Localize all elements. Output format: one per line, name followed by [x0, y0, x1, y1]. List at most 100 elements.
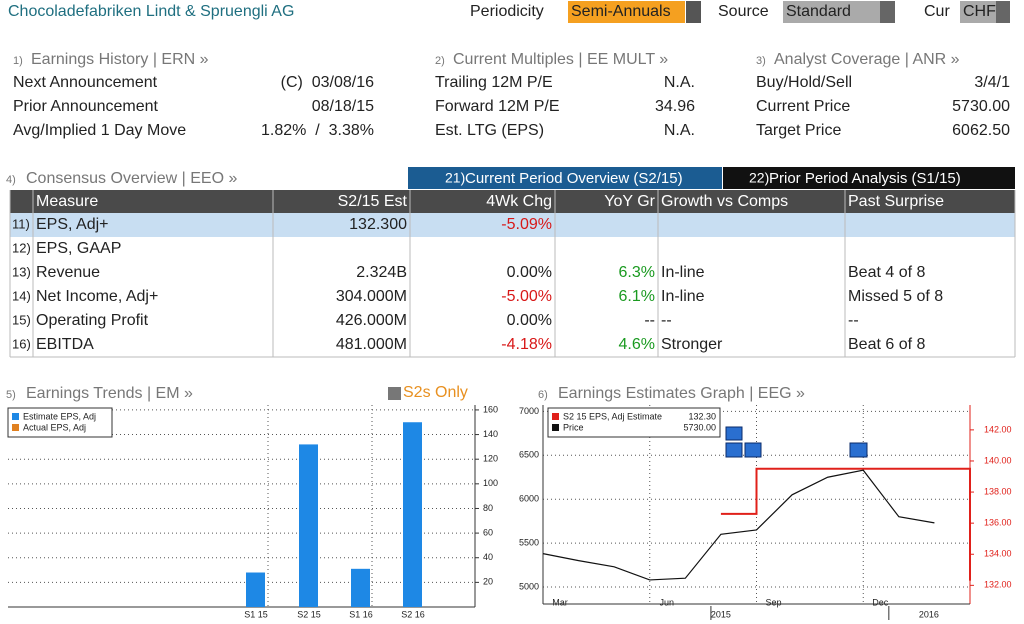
dropdown[interactable]: [686, 1, 701, 23]
table-cell: 6.1%: [619, 288, 655, 305]
y-tick-label: 7000: [519, 406, 539, 416]
field-label: Next Announcement: [13, 74, 158, 91]
panel-title: Analyst Coverage | ANR »: [774, 51, 960, 68]
table-cell: 304.000M: [336, 288, 407, 305]
column-header: 4Wk Chg: [486, 193, 552, 210]
legend-label: Actual EPS, Adj: [23, 422, 86, 432]
y-tick-label: 40: [483, 552, 493, 562]
table-cell: Beat 6 of 8: [848, 336, 925, 353]
section-number: 4): [6, 174, 16, 186]
field-value: N.A.: [664, 74, 695, 91]
chart-number: 5): [6, 389, 16, 401]
field-value: N.A.: [664, 122, 695, 139]
tab-label: Current Period Overview (S2/15): [465, 170, 683, 187]
legend-swatch: [552, 424, 559, 431]
table-cell: Stronger: [661, 336, 723, 353]
field-label: Trailing 12M P/E: [435, 74, 553, 91]
table-cell: Beat 4 of 8: [848, 264, 925, 281]
column-header: S2/15 Est: [338, 193, 408, 210]
table-cell: Revenue: [36, 264, 100, 281]
event-markers[interactable]: [725, 426, 868, 458]
field-value: 3/4/1: [974, 74, 1010, 91]
tab-label: Prior Period Analysis (S1/15): [769, 170, 961, 187]
y-tick-label: 120: [483, 454, 498, 464]
panel-number: 2): [435, 55, 445, 67]
periodicity-box[interactable]: [568, 1, 685, 23]
event-marker[interactable]: [725, 442, 743, 458]
panel-title: Current Multiples | EE MULT »: [453, 51, 668, 68]
row-number: 13): [12, 264, 31, 279]
table-cell: 2.324B: [356, 264, 407, 281]
table-cell: -5.00%: [501, 288, 552, 305]
table-header: [10, 190, 1015, 213]
table-cell: Missed 5 of 8: [848, 288, 943, 305]
bar: [246, 572, 265, 607]
legend-swatch: [552, 413, 559, 420]
cur-label: Cur: [924, 3, 950, 20]
tab-number: 21): [445, 170, 465, 186]
x-tick-label: S1 16: [349, 609, 373, 619]
table-cell: 0.00%: [507, 264, 552, 281]
tab[interactable]: [723, 167, 1015, 189]
column-header: Measure: [36, 193, 98, 210]
cur-box[interactable]: [960, 1, 996, 23]
badge-icon[interactable]: [388, 387, 401, 400]
source-box[interactable]: [783, 1, 880, 23]
x-tick-label: S1 15: [244, 609, 268, 619]
legend-value: 132.30: [688, 411, 716, 421]
event-marker[interactable]: [849, 442, 868, 458]
row-number: 16): [12, 336, 31, 351]
legend-value: 5730.00: [683, 422, 716, 432]
dropdown[interactable]: [996, 1, 1010, 23]
y-tick-label: 80: [483, 503, 493, 513]
y2-tick-label: 132.00: [984, 580, 1012, 590]
year-label: 2016: [919, 609, 939, 619]
series-line: [720, 467, 971, 581]
bar: [299, 444, 318, 607]
event-marker[interactable]: [725, 426, 743, 441]
field-label: Est. LTG (EPS): [435, 122, 544, 139]
legend-box: [7, 407, 113, 438]
field-label: Target Price: [756, 122, 841, 139]
legend-swatch: [12, 424, 19, 431]
event-marker[interactable]: [744, 442, 762, 458]
y-tick-label: 6500: [519, 450, 539, 460]
chart-title: Earnings Estimates Graph | EEG »: [558, 385, 805, 402]
cur-value: CHF: [963, 3, 996, 20]
selected-row: [10, 213, 1015, 237]
table-cell: --: [848, 312, 859, 329]
field-label: Buy/Hold/Sell: [756, 74, 852, 91]
field-value: (C) 03/08/16: [281, 74, 374, 91]
table-cell: Net Income, Adj+: [36, 288, 158, 305]
row-number: 11): [12, 216, 30, 231]
table-cell: -5.09%: [501, 216, 552, 233]
field-value: 5730.00: [952, 98, 1010, 115]
source-value: Standard: [786, 3, 851, 20]
field-label: Prior Announcement: [13, 98, 159, 115]
field-label: Current Price: [756, 98, 850, 115]
table-cell: Operating Profit: [36, 312, 149, 329]
panel-title: Earnings History | ERN »: [31, 51, 209, 68]
row-number: 12): [12, 240, 31, 255]
field-value: 1.82% / 3.38%: [261, 122, 374, 139]
y2-tick-label: 136.00: [984, 518, 1012, 528]
legend-box: [547, 407, 721, 438]
y-tick-label: 5000: [519, 581, 539, 591]
table-cell: 132.300: [349, 216, 407, 233]
section-title: Consensus Overview | EEO »: [26, 170, 237, 187]
x-tick-label: Sep: [765, 597, 781, 607]
dropdown[interactable]: [880, 1, 895, 23]
x-tick-label: S2 16: [401, 609, 425, 619]
table-cell: EPS, Adj+: [36, 216, 109, 233]
periodicity-label: Periodicity: [470, 3, 544, 20]
tab[interactable]: [408, 167, 722, 189]
column-header: Past Surprise: [848, 193, 944, 210]
series-line: [542, 469, 935, 581]
field-value: 34.96: [655, 98, 695, 115]
legend-label: Price: [563, 422, 584, 432]
bar: [403, 422, 422, 607]
table-cell: 481.000M: [336, 336, 407, 353]
table-cell: 0.00%: [507, 312, 552, 329]
